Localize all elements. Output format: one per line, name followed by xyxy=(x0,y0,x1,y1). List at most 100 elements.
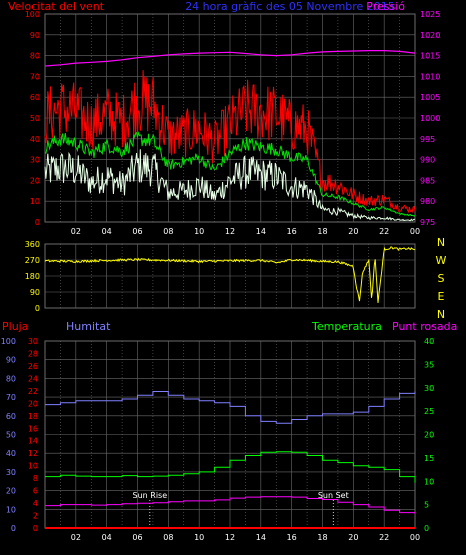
direction-tick: 360 xyxy=(25,240,40,249)
pressure-tick: 1005 xyxy=(420,93,440,102)
direction-tick: 180 xyxy=(25,272,40,281)
humidity-tick: 10 xyxy=(6,505,16,514)
pressure-tick: 1020 xyxy=(420,31,440,40)
humidity-tick: 70 xyxy=(6,393,16,402)
humidity-tick: 100 xyxy=(1,337,16,346)
temperature-tick: 15 xyxy=(424,454,434,463)
rain-tick: 10 xyxy=(28,462,38,471)
direction-tick: 270 xyxy=(25,256,40,265)
rain-label: Pluja xyxy=(2,320,28,333)
humidity-tick: 30 xyxy=(6,468,16,477)
rain-tick: 8 xyxy=(33,474,38,483)
time-tick-label: 12 xyxy=(225,533,235,542)
time-tick-label: 00 xyxy=(410,227,420,236)
temperature-trace xyxy=(45,451,416,483)
pressure-tick: 990 xyxy=(420,156,435,165)
humidity-tick: 60 xyxy=(6,412,16,421)
rain-tick: 24 xyxy=(28,374,38,383)
humidity-tick: 0 xyxy=(11,524,16,533)
sun-event-label: Sun Rise xyxy=(133,491,168,500)
compass-label: N xyxy=(437,308,445,321)
time-tick-label: 12 xyxy=(225,227,235,236)
wind-speed-tick: 30 xyxy=(30,156,40,165)
pressure-tick: 1025 xyxy=(420,10,440,19)
dewpoint-trace xyxy=(45,496,416,514)
rain-tick: 6 xyxy=(33,487,38,496)
rain-tick: 2 xyxy=(33,512,38,521)
pressure-tick: 975 xyxy=(420,218,435,227)
wind-speed-tick: 70 xyxy=(30,72,40,81)
humidity-trace xyxy=(45,391,416,424)
compass-label: W xyxy=(436,254,447,267)
pressure-tick: 1015 xyxy=(420,52,440,61)
time-tick-label: 20 xyxy=(348,227,358,236)
time-tick-label: 00 xyxy=(410,533,420,542)
temperature-tick: 30 xyxy=(424,384,434,393)
direction-tick: 0 xyxy=(35,304,40,313)
rain-tick: 14 xyxy=(28,437,38,446)
humidity-tick: 50 xyxy=(6,431,16,440)
time-tick-label: 20 xyxy=(348,533,358,542)
temperature-tick: 5 xyxy=(424,501,429,510)
wind-speed-tick: 10 xyxy=(30,197,40,206)
time-tick-label: 10 xyxy=(194,227,204,236)
wind-speed-tick: 90 xyxy=(30,31,40,40)
compass-label: S xyxy=(438,272,445,285)
wind-speed-tick: 20 xyxy=(30,176,40,185)
direction-tick: 90 xyxy=(30,288,40,297)
rain-tick: 20 xyxy=(28,399,38,408)
wind-speed-tick: 40 xyxy=(30,135,40,144)
time-tick-label: 06 xyxy=(132,227,142,236)
time-tick-label: 22 xyxy=(379,533,389,542)
chart-period-title: 24 hora gràfic des 05 Novembre 2015 xyxy=(185,0,395,13)
time-tick-label: 08 xyxy=(163,533,173,542)
wind-minimum-trace xyxy=(44,149,416,222)
rain-tick: 30 xyxy=(28,337,38,346)
pressure-title: Pressió xyxy=(366,0,405,13)
temperature-tick: 40 xyxy=(424,337,434,346)
time-tick-label: 02 xyxy=(71,533,81,542)
rain-tick: 26 xyxy=(28,362,38,371)
time-tick-label: 10 xyxy=(194,533,204,542)
pressure-tick: 995 xyxy=(420,135,435,144)
wind-average-trace xyxy=(44,130,416,217)
pressure-tick: 1000 xyxy=(420,114,440,123)
pressure-tick: 985 xyxy=(420,176,435,185)
compass-label: N xyxy=(437,236,445,249)
temperature-tick: 25 xyxy=(424,407,434,416)
time-tick-label: 22 xyxy=(379,227,389,236)
wind-direction-trace xyxy=(44,246,416,303)
rain-tick: 28 xyxy=(28,349,38,358)
wind-speed-title: Velocitat del vent xyxy=(8,0,105,13)
rain-tick: 22 xyxy=(28,387,38,396)
pressure-trace xyxy=(44,50,416,67)
time-tick-label: 16 xyxy=(287,533,297,542)
temperature-tick: 20 xyxy=(424,431,434,440)
wind-speed-tick: 80 xyxy=(30,52,40,61)
dewpoint-label: Punt rosada xyxy=(392,320,457,333)
wind-speed-tick: 50 xyxy=(30,114,40,123)
rain-tick: 4 xyxy=(33,499,38,508)
pressure-tick: 1010 xyxy=(420,72,440,81)
temperature-tick: 10 xyxy=(424,477,434,486)
rain-tick: 0 xyxy=(33,524,38,533)
time-tick-label: 06 xyxy=(132,533,142,542)
rain-tick: 18 xyxy=(28,412,38,421)
time-tick-label: 14 xyxy=(256,533,266,542)
humidity-label: Humitat xyxy=(66,320,111,333)
time-tick-label: 02 xyxy=(71,227,81,236)
time-tick-label: 08 xyxy=(163,227,173,236)
wind-gust-trace xyxy=(44,70,416,214)
pressure-tick: 980 xyxy=(420,197,435,206)
time-tick-label: 16 xyxy=(287,227,297,236)
time-tick-label: 04 xyxy=(102,227,112,236)
rain-tick: 12 xyxy=(28,449,38,458)
rain-tick: 16 xyxy=(28,424,38,433)
time-tick-label: 18 xyxy=(317,533,327,542)
humidity-tick: 80 xyxy=(6,374,16,383)
time-tick-label: 04 xyxy=(102,533,112,542)
temperature-label: Temperatura xyxy=(311,320,382,333)
